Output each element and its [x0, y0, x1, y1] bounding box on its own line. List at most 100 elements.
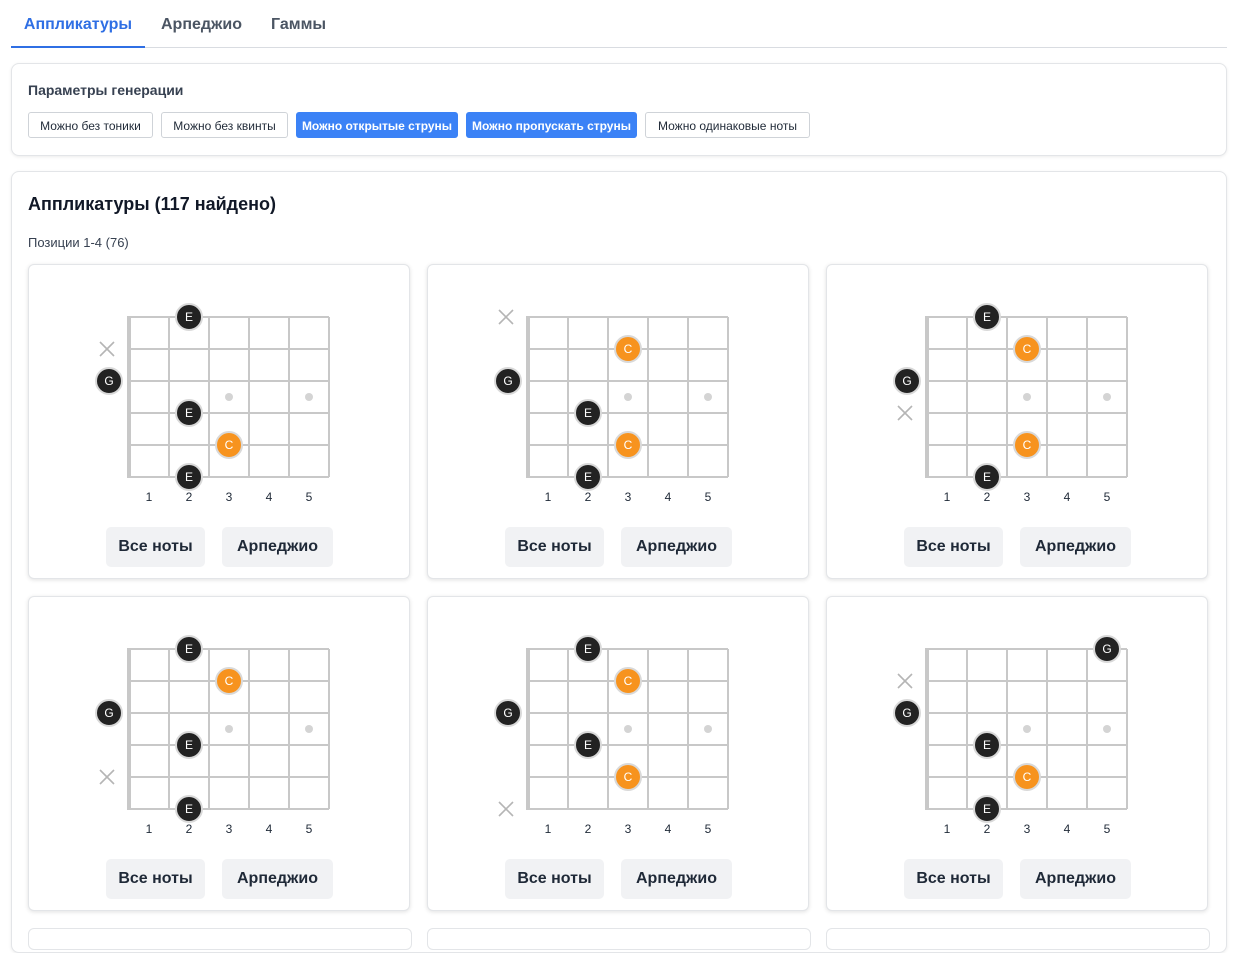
muted-string-icon: [498, 801, 514, 817]
note-marker: E: [574, 463, 602, 491]
fret-number: 5: [306, 822, 313, 836]
fret-number: 2: [186, 822, 193, 836]
note-marker: E: [973, 463, 1001, 491]
svg-text:G: G: [902, 706, 911, 720]
fingering-card-partial: [427, 928, 811, 950]
fret-number: 5: [705, 822, 712, 836]
position-group-label: Позиции 1-4 (76): [28, 235, 129, 250]
fret-number: 3: [226, 822, 233, 836]
all-notes-button[interactable]: Все ноты: [904, 859, 1003, 899]
fret-number: 2: [585, 822, 592, 836]
note-marker: E: [574, 635, 602, 663]
svg-text:E: E: [185, 738, 193, 752]
tab-scales[interactable]: Гаммы: [271, 16, 327, 33]
fret-marker-dot: [704, 725, 712, 733]
generation-params-panel: Параметры генерации Можно без тоники Мож…: [11, 63, 1227, 156]
open-string-note: G: [95, 367, 123, 395]
arpeggio-button[interactable]: Арпеджио: [621, 859, 732, 899]
svg-text:G: G: [503, 374, 512, 388]
fret-marker-dot: [624, 393, 632, 401]
note-marker: E: [175, 399, 203, 427]
fret-number: 4: [266, 490, 273, 504]
fret-number: 2: [984, 490, 991, 504]
fret-marker-dot: [225, 393, 233, 401]
svg-text:G: G: [503, 706, 512, 720]
fingering-card: 1 2 3 4 5 G E C E E Все ноты Арпеджио: [28, 596, 410, 911]
svg-text:E: E: [185, 802, 193, 816]
svg-text:E: E: [983, 802, 991, 816]
root-note-marker: C: [1013, 763, 1041, 791]
muted-string-icon: [498, 309, 514, 325]
fret-number: 3: [625, 822, 632, 836]
all-notes-button[interactable]: Все ноты: [505, 527, 604, 567]
svg-text:E: E: [983, 470, 991, 484]
svg-text:E: E: [185, 470, 193, 484]
fret-number: 2: [984, 822, 991, 836]
svg-text:G: G: [104, 706, 113, 720]
results-title: Аппликатуры (117 найдено): [28, 194, 276, 214]
fret-marker-dot: [1023, 725, 1031, 733]
note-marker: E: [175, 303, 203, 331]
root-note-marker: C: [614, 335, 642, 363]
all-notes-button[interactable]: Все ноты: [505, 859, 604, 899]
open-string-note: G: [893, 367, 921, 395]
svg-text:C: C: [225, 674, 234, 688]
all-notes-button[interactable]: Все ноты: [904, 527, 1003, 567]
fret-number: 1: [944, 822, 951, 836]
chord-diagram: 1 2 3 4 5 G E C C E: [893, 303, 1128, 504]
note-marker: E: [574, 731, 602, 759]
svg-text:G: G: [104, 374, 113, 388]
open-string-note: G: [494, 367, 522, 395]
chord-diagram: 1 2 3 4 5 G E C E C: [494, 635, 729, 836]
chip-no-tonic[interactable]: Можно без тоники: [28, 112, 153, 138]
fingering-card: 1 2 3 4 5 G C E C E Все ноты Арпеджио: [427, 264, 809, 579]
fret-number: 3: [226, 490, 233, 504]
fret-number: 2: [186, 490, 193, 504]
fret-number: 4: [665, 490, 672, 504]
arpeggio-button[interactable]: Арпеджио: [1020, 527, 1131, 567]
root-note-marker: C: [614, 667, 642, 695]
note-marker: E: [175, 795, 203, 823]
chord-diagram: 1 2 3 4 5 G E C E E: [95, 635, 330, 836]
svg-text:G: G: [902, 374, 911, 388]
open-string-note: G: [494, 699, 522, 727]
chord-diagram: 1 2 3 4 5 G E E C E: [95, 303, 330, 504]
chip-same-notes[interactable]: Можно одинаковые ноты: [645, 112, 810, 138]
svg-text:C: C: [225, 438, 234, 452]
fret-number: 1: [146, 822, 153, 836]
params-title: Параметры генерации: [28, 82, 184, 98]
svg-text:C: C: [624, 438, 633, 452]
all-notes-button[interactable]: Все ноты: [106, 527, 205, 567]
fret-number: 5: [306, 490, 313, 504]
root-note-marker: C: [614, 431, 642, 459]
note-marker: E: [175, 463, 203, 491]
note-marker: E: [973, 303, 1001, 331]
fret-marker-dot: [624, 725, 632, 733]
fret-number: 2: [585, 490, 592, 504]
arpeggio-button[interactable]: Арпеджио: [222, 527, 333, 567]
svg-text:E: E: [185, 642, 193, 656]
chip-no-fifth[interactable]: Можно без квинты: [161, 112, 288, 138]
chip-open-strings[interactable]: Можно открытые струны: [296, 112, 458, 138]
arpeggio-button[interactable]: Арпеджио: [1020, 859, 1131, 899]
fret-number: 5: [705, 490, 712, 504]
muted-string-icon: [897, 405, 913, 421]
tab-bar: Аппликатуры Арпеджио Гаммы: [11, 0, 1227, 48]
tab-fingerings[interactable]: Аппликатуры: [11, 0, 145, 48]
fret-number: 4: [665, 822, 672, 836]
muted-string-icon: [897, 673, 913, 689]
tab-arpeggio[interactable]: Арпеджио: [161, 16, 242, 33]
all-notes-button[interactable]: Все ноты: [106, 859, 205, 899]
muted-string-icon: [99, 341, 115, 357]
svg-text:C: C: [624, 674, 633, 688]
svg-text:E: E: [185, 406, 193, 420]
chip-skip-strings[interactable]: Можно пропускать струны: [466, 112, 637, 138]
arpeggio-button[interactable]: Арпеджио: [222, 859, 333, 899]
svg-text:C: C: [1023, 342, 1032, 356]
fret-marker-dot: [1103, 725, 1111, 733]
chord-diagram: 1 2 3 4 5 G C E C E: [494, 309, 729, 504]
arpeggio-button[interactable]: Арпеджио: [621, 527, 732, 567]
fret-number: 1: [146, 490, 153, 504]
fingering-card: 1 2 3 4 5 G E E C E Все ноты Арпеджио: [28, 264, 410, 579]
root-note-marker: C: [215, 431, 243, 459]
